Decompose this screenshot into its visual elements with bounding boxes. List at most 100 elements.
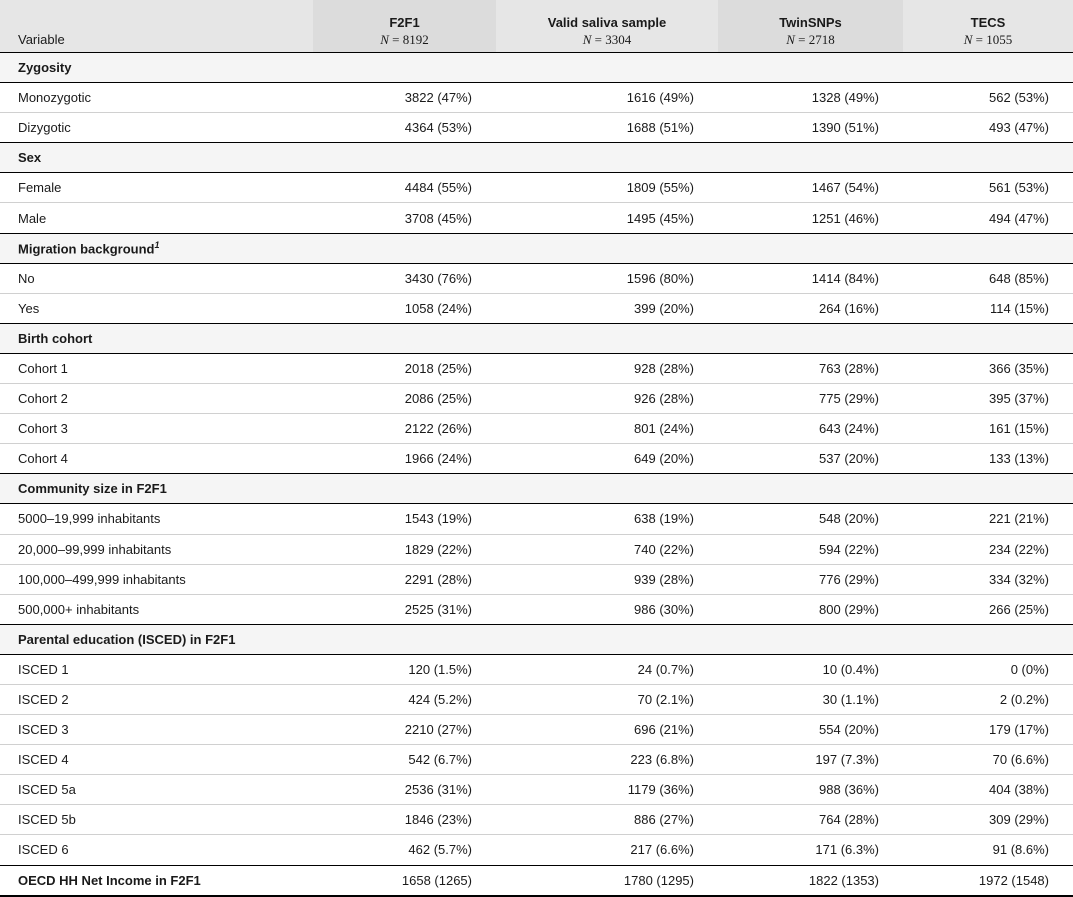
cell: 424 (5.2%) (313, 683, 496, 715)
cell: 399 (20%) (496, 292, 718, 324)
cell: 2122 (26%) (313, 413, 496, 444)
row-label: 500,000+ inhabitants (0, 593, 313, 625)
table-row: 5000–19,999 inhabitants 1543 (19%) 638 (19… (0, 503, 1073, 534)
cell: 1616 (49%) (496, 82, 718, 113)
cell: 91 (8.6%) (903, 834, 1073, 866)
table-row: Cohort 2 2086 (25%) 926 (28%) 775 (29%) 395 … (0, 383, 1073, 414)
cell: 649 (20%) (496, 443, 718, 474)
cell: 217 (6.6%) (496, 834, 718, 866)
table-row: Cohort 4 1966 (24%) 649 (20%) 537 (20%) 133 … (0, 443, 1073, 474)
cell: 171 (6.3%) (718, 834, 903, 866)
cell: 234 (22%) (903, 533, 1073, 565)
cell: 334 (32%) (903, 563, 1073, 595)
cell: 266 (25%) (903, 593, 1073, 625)
table-row: ISCED 2 424 (5.2%) 70 (2.1%) 30 (1.1%) 2 (0.… (0, 683, 1073, 715)
row-label: Cohort 1 (0, 352, 313, 384)
table-row: 500,000+ inhabitants 2525 (31%) 986 (30%) 8… (0, 593, 1073, 625)
col-name: Valid saliva sample (547, 15, 667, 30)
cell: 366 (35%) (903, 352, 1073, 384)
cell: 133 (13%) (903, 443, 1073, 474)
cell: 764 (28%) (718, 804, 903, 835)
row-label: Male (0, 202, 313, 234)
cell: 4364 (53%) (313, 112, 496, 143)
cell: 114 (15%) (903, 292, 1073, 324)
cell: 462 (5.7%) (313, 834, 496, 866)
cell: 1846 (23%) (313, 804, 496, 835)
col-name: TECS (970, 15, 1006, 30)
row-label: ISCED 6 (0, 834, 313, 866)
col-name: TwinSNPs (779, 15, 842, 30)
row-label: 5000–19,999 inhabitants (0, 503, 313, 534)
row-label: Female (0, 172, 313, 203)
cell: 1822 (1353) (718, 864, 903, 897)
row-label: Yes (0, 292, 313, 324)
cell: 800 (29%) (718, 593, 903, 625)
col-n: N = 1055 (963, 32, 1013, 47)
cell: 70 (2.1%) (496, 683, 718, 715)
col-n: N = 3304 (582, 32, 632, 47)
table-row: ISCED 1 120 (1.5%) 24 (0.7%) 10 (0.4%) 0 (0%… (0, 653, 1073, 685)
cell: 537 (20%) (718, 443, 903, 474)
cell: 70 (6.6%) (903, 744, 1073, 775)
cell: 1972 (1548) (903, 864, 1073, 897)
table-row: ISCED 3 2210 (27%) 696 (21%) 554 (20%) 179 (… (0, 714, 1073, 745)
cell: 161 (15%) (903, 413, 1073, 444)
cell: 0 (0%) (903, 653, 1073, 685)
table-row: ISCED 5a 2536 (31%) 1179 (36%) 988 (36%) 404… (0, 774, 1073, 805)
cell: 1658 (1265) (313, 864, 496, 897)
row-label: OECD HH Net Income in F2F1 (0, 864, 313, 897)
table-row: Female 4484 (55%) 1809 (55%) 1467 (54%) 561 … (0, 172, 1073, 203)
cell: 264 (16%) (718, 292, 903, 324)
row-label: Cohort 2 (0, 383, 313, 414)
cell: 928 (28%) (496, 352, 718, 384)
cell: 775 (29%) (718, 383, 903, 414)
cell: 3430 (76%) (313, 262, 496, 294)
row-label: ISCED 1 (0, 653, 313, 685)
cell: 2018 (25%) (313, 352, 496, 384)
footnote-marker: 1 (154, 239, 160, 250)
cell: 3708 (45%) (313, 202, 496, 234)
col-n: N = 8192 (380, 32, 429, 47)
cell: 1543 (19%) (313, 503, 496, 534)
table-row: Male 3708 (45%) 1495 (45%) 1251 (46%) 494 (4… (0, 202, 1073, 234)
cell: 4484 (55%) (313, 172, 496, 203)
cell: 1688 (51%) (496, 112, 718, 143)
header-row: Variable F2F1 N = 8192 Valid saliva sampl… (0, 0, 1073, 53)
row-label: ISCED 2 (0, 683, 313, 715)
cell: 2291 (28%) (313, 563, 496, 595)
cell: 763 (28%) (718, 352, 903, 384)
cell: 1495 (45%) (496, 202, 718, 234)
cell: 1328 (49%) (718, 82, 903, 113)
cell: 221 (21%) (903, 503, 1073, 534)
cell: 554 (20%) (718, 714, 903, 745)
cell: 1809 (55%) (496, 172, 718, 203)
table-row: 20,000–99,999 inhabitants 1829 (22%) 740 (… (0, 533, 1073, 565)
header-col-saliva: Valid saliva sample N = 3304 (496, 0, 718, 53)
cell: 1414 (84%) (718, 262, 903, 294)
row-label: Monozygotic (0, 82, 313, 113)
group-row-education: Parental education (ISCED) in F2F1 (0, 623, 1073, 655)
table-row: Dizygotic 4364 (53%) 1688 (51%) 1390 (51%) 4… (0, 112, 1073, 143)
group-row-community: Community size in F2F1 (0, 473, 1073, 505)
cell: 1179 (36%) (496, 774, 718, 805)
group-row-zygosity: Zygosity (0, 51, 1073, 84)
cell: 404 (38%) (903, 774, 1073, 805)
cell: 2525 (31%) (313, 593, 496, 625)
cell: 988 (36%) (718, 774, 903, 805)
group-label: Zygosity (0, 51, 1073, 84)
cell: 648 (85%) (903, 262, 1073, 294)
income-row: OECD HH Net Income in F2F1 1658 (1265) 178… (0, 864, 1073, 897)
cell: 643 (24%) (718, 413, 903, 444)
row-label: Cohort 3 (0, 413, 313, 444)
cell: 2210 (27%) (313, 714, 496, 745)
cell: 2536 (31%) (313, 774, 496, 805)
group-label: Sex (0, 142, 1073, 174)
table-row: 100,000–499,999 inhabitants 2291 (28%) 939… (0, 563, 1073, 595)
row-label: ISCED 5a (0, 774, 313, 805)
col-n: N = 2718 (786, 32, 835, 47)
table-row: Monozygotic 3822 (47%) 1616 (49%) 1328 (49%… (0, 82, 1073, 113)
cell: 24 (0.7%) (496, 653, 718, 685)
header-variable: Variable (0, 0, 313, 53)
table-body: Zygosity Monozygotic 3822 (47%) 1616 (49%)… (0, 51, 1073, 897)
